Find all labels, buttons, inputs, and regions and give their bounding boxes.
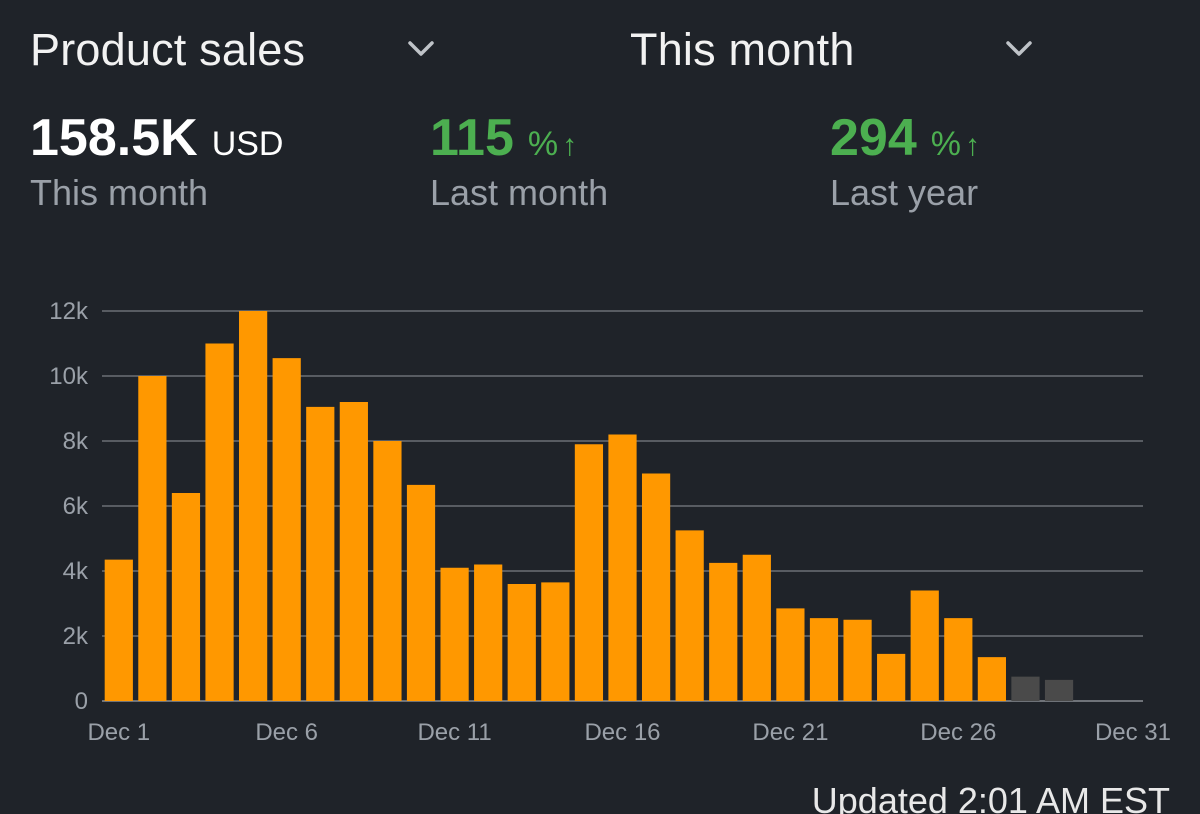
stat-this-month-caption: This month <box>30 172 209 213</box>
bar <box>742 554 771 701</box>
y-tick-label: 6k <box>63 493 89 520</box>
metric-dropdown-label: Product sales <box>30 24 306 75</box>
metric-dropdown[interactable]: Product sales <box>30 20 440 80</box>
bar <box>608 434 637 701</box>
bar <box>574 444 604 701</box>
bar <box>541 582 570 702</box>
x-tick-label: Dec 1 <box>87 719 150 746</box>
chart-bars <box>104 311 1074 702</box>
y-tick-label: 12k <box>49 298 89 325</box>
x-tick-label: Dec 6 <box>255 719 318 746</box>
chart-y-axis: 0 2k 4k 6k 8k 10k 12k <box>49 298 89 715</box>
bar <box>474 564 503 701</box>
y-tick-label: 2k <box>63 623 89 650</box>
bar <box>776 608 805 702</box>
stat-last-year: 294 % ↑ Last year <box>830 108 980 214</box>
x-tick-label: Dec 16 <box>584 719 660 746</box>
bar <box>507 584 536 701</box>
chevron-down-icon <box>408 41 434 56</box>
chevron-down-icon <box>1006 41 1032 56</box>
bar <box>104 559 133 702</box>
bar <box>239 311 268 701</box>
stat-this-month: 158.5K USD This month <box>30 108 283 214</box>
bar <box>306 406 335 702</box>
bar-projected <box>1011 676 1040 702</box>
stat-last-year-caption: Last year <box>830 172 979 213</box>
y-tick-label: 10k <box>49 363 89 390</box>
x-tick-label: Dec 11 <box>417 719 491 746</box>
stat-last-year-value: 294 <box>830 109 917 167</box>
stat-this-month-value: 158.5K <box>30 109 198 167</box>
arrow-up-icon: ↑ <box>562 129 578 162</box>
bar <box>339 402 368 701</box>
x-tick-label: Dec 31 <box>1095 719 1171 746</box>
stat-last-year-unit: % <box>930 125 961 163</box>
bar <box>406 484 436 702</box>
bar-projected <box>1044 679 1074 702</box>
bar <box>977 657 1006 702</box>
stat-this-month-unit: USD <box>211 125 284 163</box>
arrow-up-icon: ↑ <box>965 129 980 162</box>
bar <box>373 441 402 701</box>
period-dropdown[interactable]: This month <box>630 20 1040 80</box>
x-tick-label: Dec 21 <box>752 719 828 746</box>
bar <box>877 653 906 702</box>
x-tick-label: Dec 26 <box>920 719 996 746</box>
bar <box>138 376 167 701</box>
bar <box>910 590 939 701</box>
bar <box>944 618 973 702</box>
y-tick-label: 8k <box>63 428 89 455</box>
bar <box>440 567 469 701</box>
updated-timestamp: Updated 2:01 AM EST <box>811 780 1170 814</box>
y-tick-label: 4k <box>63 558 89 585</box>
bar <box>843 619 872 701</box>
stat-last-month-value: 115 <box>430 109 514 167</box>
stat-last-month-unit: % <box>527 125 559 163</box>
bar <box>171 493 201 701</box>
bar <box>709 562 738 702</box>
bar <box>272 358 301 702</box>
stat-last-month: 115 % ↑ Last month <box>430 108 608 214</box>
bar <box>205 343 234 701</box>
period-dropdown-label: This month <box>630 24 855 75</box>
bar <box>641 473 671 701</box>
bar <box>809 618 839 702</box>
chart-x-axis: Dec 1 Dec 6 Dec 11 Dec 16 Dec 21 Dec 26 Dec 31 <box>87 719 1171 746</box>
stat-last-month-caption: Last month <box>430 172 609 213</box>
bar <box>675 530 704 702</box>
y-tick-label: 0 <box>75 688 88 715</box>
